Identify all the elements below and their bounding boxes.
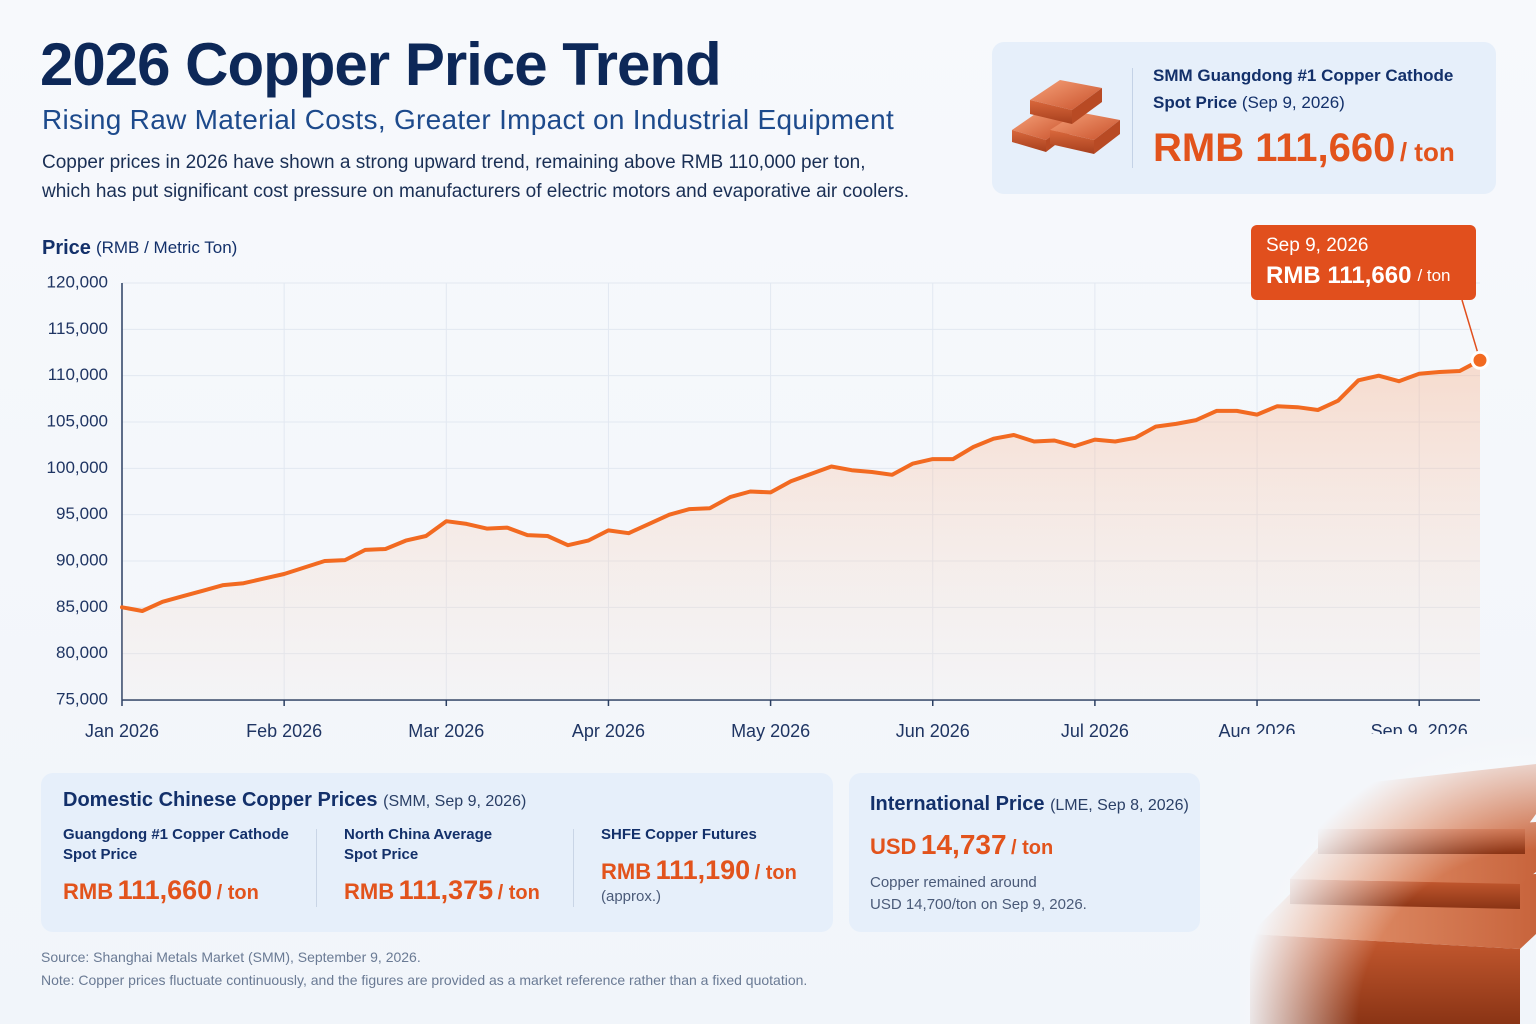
title: 2026 Copper Price Trend	[40, 31, 722, 98]
x-tick-label: Jun 2026	[896, 721, 970, 741]
y-tick-label: 75,000	[56, 689, 108, 708]
spot-label2: Spot Price	[1153, 93, 1238, 112]
price: RMB 111,660 / ton	[63, 875, 289, 906]
footer-note: Note: Copper prices fluctuate continuous…	[41, 972, 808, 988]
plot: 75,000 80,000 85,000 90,000 95,000 100,000 105…	[47, 272, 1482, 741]
international-note: USD 14,700/ton on Sep 9, 2026.	[870, 896, 1087, 913]
x-tick-label: Jan 2026	[85, 721, 159, 741]
y-tick-label: 115,000	[48, 319, 108, 338]
price-label: SHFE Copper Futures	[601, 826, 757, 843]
price-label: Guangdong #1 Copper Cathode	[63, 826, 289, 843]
price: USD 14,737 / ton	[870, 829, 1053, 861]
annotation-date: Sep 9, 2026	[1266, 235, 1368, 256]
international-source: (LME, Sep 8, 2026)	[1050, 797, 1189, 814]
x-tick-label: Sep 9, 2026	[1371, 721, 1468, 741]
spot-label: SMM Guangdong #1 Copper Cathode	[1153, 66, 1454, 85]
y-tick-label: 105,000	[47, 411, 108, 430]
unit: / ton	[497, 882, 540, 904]
area	[122, 360, 1480, 700]
annotation-price: RMB 111,660	[1266, 262, 1411, 289]
footer-source: Source: Shanghai Metals Market (SMM), Se…	[41, 949, 421, 965]
chart: Price (RMB / Metric Ton) 75,000 80,000 85,0…	[42, 225, 1490, 741]
price-column: North China Average Spot Price RMB 111,3…	[344, 825, 540, 906]
price-label: Spot Price	[63, 846, 138, 863]
unit: / ton	[1011, 837, 1054, 859]
price-column: SHFE Copper Futures RMB 111,190 / ton (a…	[601, 825, 797, 905]
y-tick-label: 80,000	[56, 643, 108, 662]
x-tick-label: Jul 2026	[1061, 721, 1129, 741]
currency: RMB	[63, 879, 114, 904]
y-axis-title: Price	[42, 237, 91, 259]
x-tick-label: Apr 2026	[572, 721, 645, 741]
annotation-unit: / ton	[1417, 266, 1450, 285]
international-note: Copper remained around	[870, 874, 1037, 891]
annotation-leader	[1461, 299, 1481, 361]
spot-label: Spot Price (Sep 9, 2026)	[1153, 93, 1345, 113]
subtitle: Rising Raw Material Costs, Greater Impac…	[42, 104, 895, 135]
price: RMB 111,375 / ton	[344, 875, 540, 906]
x-tick-label: Aug 2026	[1219, 721, 1296, 741]
separator	[1132, 68, 1133, 168]
amount: 111,375	[398, 875, 494, 905]
end-point	[1470, 350, 1490, 370]
annotation-box	[1251, 225, 1476, 300]
price-label: North China Average	[344, 826, 493, 843]
currency: USD	[870, 834, 917, 859]
international-title: International Price (LME, Sep 8, 2026)	[870, 793, 1189, 816]
international-title-text: International Price	[870, 793, 1045, 815]
price: RMB 111,190 / ton	[601, 855, 797, 886]
y-tick-label: 85,000	[56, 597, 108, 616]
y-tick-label: 90,000	[56, 550, 108, 569]
separator	[573, 829, 574, 907]
spot-unit: / ton	[1399, 137, 1455, 167]
spot-price-value: RMB 111,660	[1153, 126, 1396, 170]
amount: 14,737	[920, 829, 1007, 860]
spot-price-card: SMM Guangdong #1 Copper Cathode Spot Pri…	[992, 42, 1496, 194]
currency: RMB	[344, 879, 395, 904]
y-tick-label: 100,000	[47, 458, 108, 477]
y-tick-label: 120,000	[47, 272, 108, 291]
separator	[316, 829, 317, 907]
annotation-text: RMB 111,660 / ton	[1266, 262, 1451, 289]
y-axis-unit: (RMB / Metric Ton)	[96, 238, 237, 257]
domestic-source: (SMM, Sep 9, 2026)	[383, 793, 527, 810]
international-card: International Price (LME, Sep 8, 2026) U…	[849, 773, 1200, 932]
amount: 111,190	[655, 855, 751, 885]
line	[120, 358, 1482, 613]
spot-date: (Sep 9, 2026)	[1241, 93, 1345, 112]
domestic-title-text: Domestic Chinese Copper Prices	[63, 789, 378, 811]
price-note: (approx.)	[601, 888, 662, 905]
description: which has put significant cost pressure …	[42, 181, 910, 202]
x-tick-label: May 2026	[731, 721, 810, 741]
unit: / ton	[216, 882, 259, 904]
unit: / ton	[754, 862, 797, 884]
y-tick-label: 95,000	[56, 504, 108, 523]
price-column: Guangdong #1 Copper Cathode Spot Price R…	[63, 825, 289, 906]
domestic-title: Domestic Chinese Copper Prices (SMM, Sep…	[63, 789, 526, 812]
currency: RMB	[601, 859, 652, 884]
y-axis-label: Price (RMB / Metric Ton)	[42, 237, 237, 259]
copper-bars-decoration	[1240, 734, 1536, 1024]
y-tick-label: 110,000	[48, 365, 108, 384]
x-tick-label: Mar 2026	[408, 721, 484, 741]
amount: 111,660	[117, 875, 213, 905]
price-label: Spot Price	[344, 846, 419, 863]
domestic-card: Domestic Chinese Copper Prices (SMM, Sep…	[41, 773, 833, 932]
x-tick-label: Feb 2026	[246, 721, 322, 741]
copper-icon	[1012, 80, 1120, 154]
description: Copper prices in 2026 have shown a stron…	[42, 152, 866, 173]
spot-price: RMB 111,660 / ton	[1153, 126, 1455, 171]
